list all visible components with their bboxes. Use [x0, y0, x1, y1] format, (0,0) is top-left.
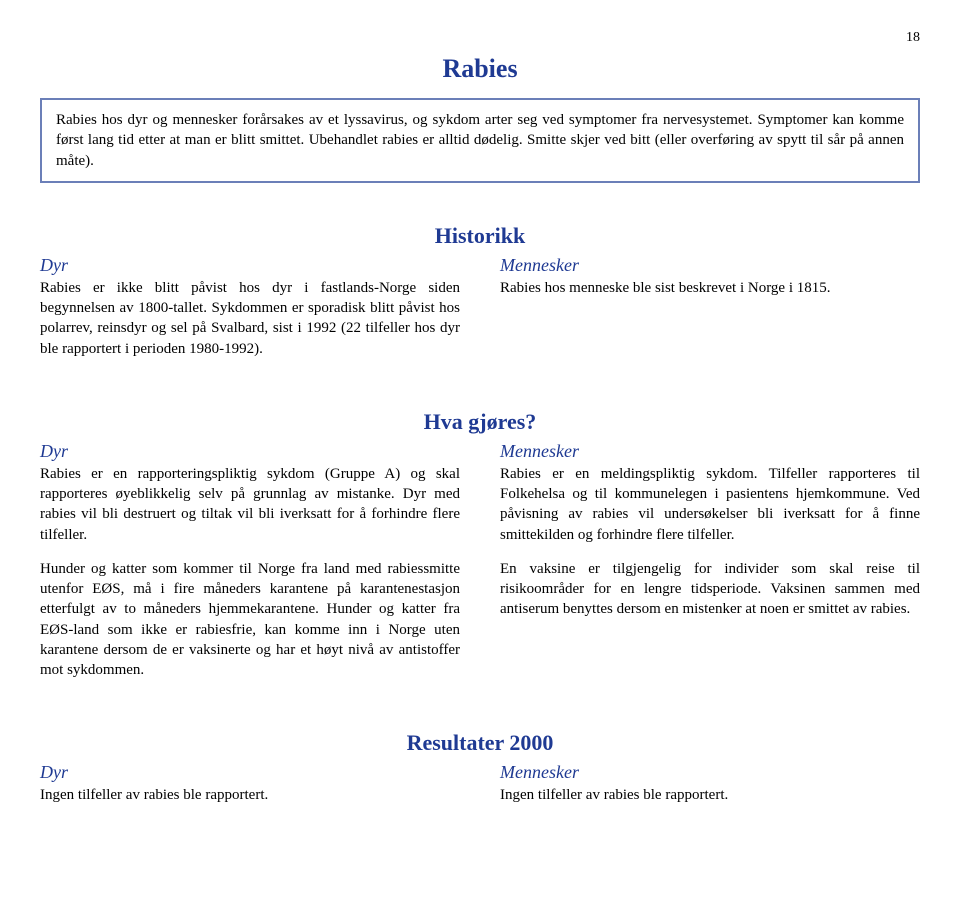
hvagjores-dyr-p2: Hunder og katter som kommer til Norge fr…: [40, 559, 460, 681]
hvagjores-columns: Dyr Rabies er en rapporteringspliktig sy…: [40, 441, 920, 681]
hvagjores-dyr-col: Dyr Rabies er en rapporteringspliktig sy…: [40, 441, 460, 681]
resultater-mennesker-text: Ingen tilfeller av rabies ble rapportert…: [500, 785, 920, 805]
hvagjores-mennesker-text: Rabies er en meldingspliktig sykdom. Til…: [500, 464, 920, 620]
page-number: 18: [40, 30, 920, 46]
resultater-dyr-col: Dyr Ingen tilfeller av rabies ble rappor…: [40, 762, 460, 805]
historikk-mennesker-text: Rabies hos menneske ble sist beskrevet i…: [500, 278, 920, 298]
resultater-mennesker-col: Mennesker Ingen tilfeller av rabies ble …: [500, 762, 920, 805]
historikk-mennesker-col: Mennesker Rabies hos menneske ble sist b…: [500, 255, 920, 359]
main-title: Rabies: [40, 54, 920, 84]
historikk-dyr-text: Rabies er ikke blitt påvist hos dyr i fa…: [40, 278, 460, 359]
historikk-dyr-label: Dyr: [40, 255, 460, 276]
hvagjores-dyr-label: Dyr: [40, 441, 460, 462]
hvagjores-mennesker-p1: Rabies er en meldingspliktig sykdom. Til…: [500, 464, 920, 545]
historikk-columns: Dyr Rabies er ikke blitt påvist hos dyr …: [40, 255, 920, 359]
hvagjores-dyr-text: Rabies er en rapporteringspliktig sykdom…: [40, 464, 460, 681]
resultater-heading: Resultater 2000: [40, 730, 920, 756]
resultater-dyr-label: Dyr: [40, 762, 460, 783]
hvagjores-mennesker-label: Mennesker: [500, 441, 920, 462]
historikk-mennesker-label: Mennesker: [500, 255, 920, 276]
hvagjores-mennesker-col: Mennesker Rabies er en meldingspliktig s…: [500, 441, 920, 681]
historikk-dyr-col: Dyr Rabies er ikke blitt påvist hos dyr …: [40, 255, 460, 359]
hvagjores-heading: Hva gjøres?: [40, 409, 920, 435]
hvagjores-mennesker-p2: En vaksine er tilgjengelig for individer…: [500, 559, 920, 620]
resultater-dyr-text: Ingen tilfeller av rabies ble rapportert…: [40, 785, 460, 805]
resultater-mennesker-label: Mennesker: [500, 762, 920, 783]
hvagjores-dyr-p1: Rabies er en rapporteringspliktig sykdom…: [40, 464, 460, 545]
resultater-columns: Dyr Ingen tilfeller av rabies ble rappor…: [40, 762, 920, 805]
historikk-heading: Historikk: [40, 223, 920, 249]
info-box: Rabies hos dyr og mennesker forårsakes a…: [40, 98, 920, 183]
